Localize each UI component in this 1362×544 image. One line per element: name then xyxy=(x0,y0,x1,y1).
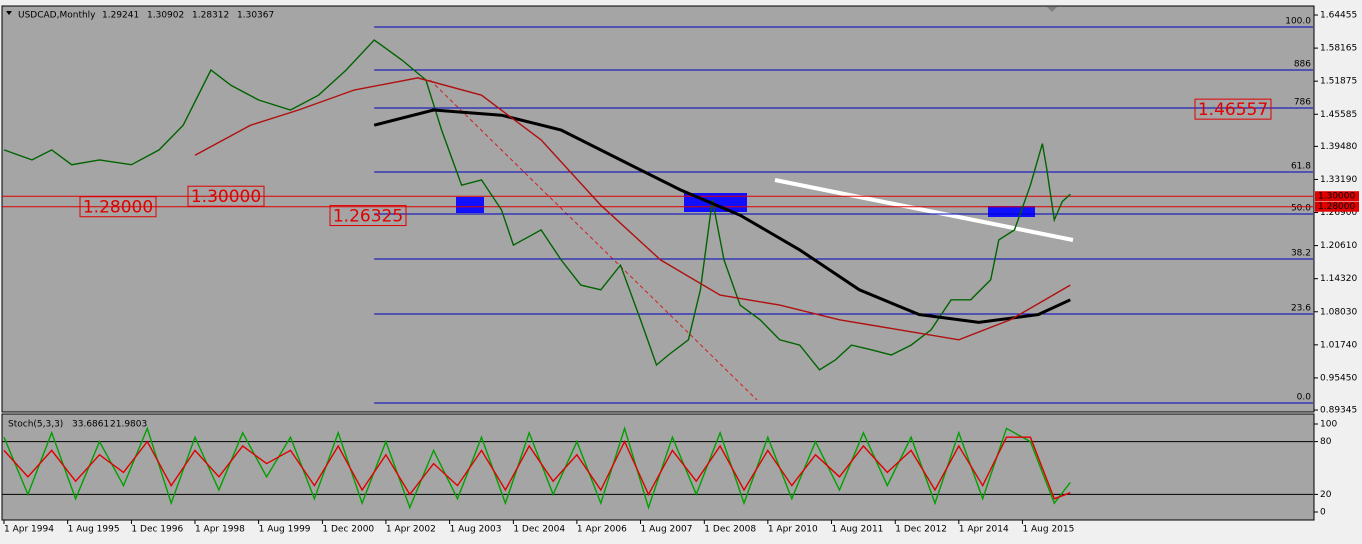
fib-label: 50.0 xyxy=(1291,203,1311,213)
zone xyxy=(988,206,1035,217)
level-label: 1.30000 xyxy=(191,187,261,207)
fib-label: 100.0 xyxy=(1285,17,1311,27)
y-tick-label: 100 xyxy=(1320,420,1337,430)
trend-line xyxy=(429,79,758,401)
y-tick-label: 1.39480 xyxy=(1320,142,1357,152)
y-tick-label: 1.08030 xyxy=(1320,307,1357,317)
stoch-title: Stoch(5,3,3) xyxy=(8,420,63,430)
x-tick-label: 1 Dec 2008 xyxy=(704,525,756,535)
level-box xyxy=(187,185,265,207)
series-line xyxy=(194,77,1071,341)
y-tick-label: 0 xyxy=(1320,507,1326,517)
y-tick-label: 1.33190 xyxy=(1320,175,1357,185)
y-tick-label: 80 xyxy=(1320,437,1332,447)
fib-label: 38.2 xyxy=(1291,248,1311,258)
x-tick-label: 1 Apr 1994 xyxy=(4,525,54,535)
y-tick-label: 1.64455 xyxy=(1320,11,1357,21)
drawing-layer: 1.64455 1.58165 1.51875 1.45585 1.39480 1.331… xyxy=(2,11,1359,535)
x-tick-label: 1 Apr 1998 xyxy=(195,525,245,535)
x-tick-label: 1 Aug 1999 xyxy=(259,525,311,535)
level-box xyxy=(79,196,157,218)
bar-open: 1.29241 xyxy=(102,11,139,21)
annotation-label: 1.46557 xyxy=(1198,100,1268,120)
price-tag-label: 1.30000 xyxy=(1318,192,1355,202)
y-tick-label: 1.26900 xyxy=(1320,208,1357,218)
stoch-k: 33.6861 xyxy=(72,420,109,430)
menu-arrow[interactable] xyxy=(6,11,12,15)
price-panel xyxy=(1,5,1315,413)
annotation-box xyxy=(329,205,407,227)
y-tick-label: 1.20610 xyxy=(1320,241,1357,251)
y-tick-label: 20 xyxy=(1320,490,1332,500)
x-tick-label: 1 Aug 2011 xyxy=(831,525,883,535)
trend-line xyxy=(774,178,1074,242)
fib-label: 61.8 xyxy=(1291,161,1311,171)
bar-low: 1.28312 xyxy=(192,11,229,21)
fib-label: 0.0 xyxy=(1297,392,1312,402)
series-line xyxy=(3,436,1071,500)
x-tick-label: 1 Aug 2003 xyxy=(450,525,502,535)
x-tick-label: 1 Dec 2012 xyxy=(895,525,947,535)
x-tick-label: 1 Apr 2010 xyxy=(768,525,818,535)
bar-high: 1.30902 xyxy=(147,11,184,21)
zone xyxy=(456,197,484,213)
y-tick-label: 0.95450 xyxy=(1320,373,1357,383)
annotation-label: 1.26325 xyxy=(333,207,403,227)
y-tick-label: 1.51875 xyxy=(1320,77,1357,87)
x-tick-label: 1 Dec 2000 xyxy=(322,525,374,535)
x-tick-label: 1 Apr 2002 xyxy=(386,525,436,535)
y-tick-label: 1.01740 xyxy=(1320,340,1357,350)
x-tick-label: 1 Apr 2014 xyxy=(959,525,1009,535)
price-tag xyxy=(1315,191,1359,202)
price-tag xyxy=(1315,201,1359,212)
y-tick-label: 1.45585 xyxy=(1320,110,1357,120)
x-tick-label: 1 Dec 2004 xyxy=(513,525,565,535)
shift-marker xyxy=(1047,7,1057,12)
series-line xyxy=(3,39,1071,371)
fib-label: 886 xyxy=(1294,60,1311,70)
annotation-box xyxy=(1194,98,1272,120)
series-line xyxy=(373,108,1071,324)
price-tag-label: 1.28000 xyxy=(1318,202,1355,212)
y-tick-label: 1.58165 xyxy=(1320,44,1357,54)
x-tick-label: 1 Apr 2006 xyxy=(577,525,627,535)
y-tick-label: 1.14320 xyxy=(1320,274,1357,284)
x-tick-label: 1 Dec 1996 xyxy=(131,525,183,535)
x-tick-label: 1 Aug 1995 xyxy=(68,525,120,535)
stoch-panel xyxy=(1,413,1315,521)
fib-label: 786 xyxy=(1294,98,1311,108)
stoch-d: 21.9803 xyxy=(110,420,147,430)
bar-close: 1.30367 xyxy=(237,11,274,21)
x-tick-label: 1 Aug 2015 xyxy=(1022,525,1074,535)
chart-title: USDCAD,Monthly xyxy=(18,11,96,21)
fib-label: 23.6 xyxy=(1291,303,1311,313)
y-tick-label: 0.89345 xyxy=(1320,406,1357,416)
level-label: 1.28000 xyxy=(83,198,153,218)
x-tick-label: 1 Aug 2007 xyxy=(641,525,693,535)
